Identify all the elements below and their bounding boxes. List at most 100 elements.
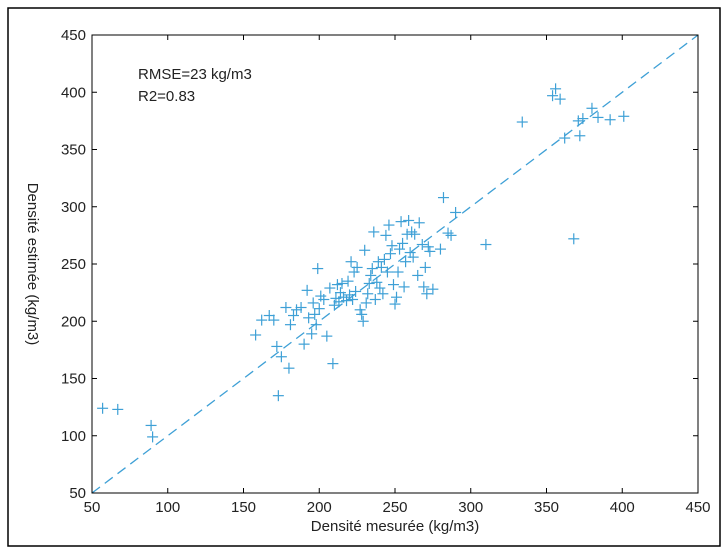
data-point <box>424 245 436 257</box>
data-point <box>422 241 434 253</box>
data-point <box>327 358 339 370</box>
data-point <box>350 285 362 297</box>
data-point <box>427 283 439 295</box>
data-point <box>437 192 449 204</box>
data-point <box>397 237 409 249</box>
data-point <box>419 261 431 273</box>
data-point <box>342 275 354 287</box>
data-point <box>360 297 372 309</box>
data-point <box>312 263 324 275</box>
data-point <box>395 216 407 228</box>
data-point <box>368 226 380 238</box>
data-point <box>256 314 268 326</box>
data-point <box>577 113 589 125</box>
data-point <box>359 244 371 256</box>
data-point <box>145 419 157 431</box>
data-point <box>403 214 415 226</box>
data-point <box>307 297 319 309</box>
x-tick-label: 200 <box>307 499 332 516</box>
data-point <box>618 110 630 122</box>
figure-border <box>7 7 721 547</box>
data-point <box>442 227 454 239</box>
x-tick-label: 300 <box>458 499 483 516</box>
data-point <box>434 243 446 255</box>
data-point <box>413 217 425 229</box>
data-point <box>348 266 360 278</box>
data-point <box>313 303 325 315</box>
data-point <box>554 93 566 105</box>
data-point <box>381 266 393 278</box>
y-tick-label: 400 <box>61 84 86 101</box>
data-point <box>365 269 377 281</box>
y-tick-label: 50 <box>69 485 86 502</box>
data-point <box>592 111 604 123</box>
annotation-r2: R2=0.83 <box>138 88 195 105</box>
x-tick-label: 100 <box>155 499 180 516</box>
data-point <box>389 298 401 310</box>
data-point <box>345 256 357 268</box>
data-point <box>480 239 492 251</box>
fit-line <box>91 34 699 494</box>
data-point <box>550 83 562 95</box>
data-point <box>374 282 386 294</box>
data-point <box>283 362 295 374</box>
data-point <box>377 288 389 300</box>
data-point <box>306 328 318 340</box>
data-point <box>275 351 287 363</box>
data-point <box>351 261 363 273</box>
data-point <box>324 282 336 294</box>
data-point <box>572 115 584 127</box>
data-point <box>421 288 433 300</box>
data-point <box>334 287 346 299</box>
y-tick-label: 200 <box>61 313 86 330</box>
data-point <box>271 340 283 352</box>
data-point <box>291 304 303 316</box>
y-tick-label: 350 <box>61 142 86 159</box>
data-point <box>386 240 398 252</box>
x-tick-label: 450 <box>685 499 710 516</box>
data-point <box>356 308 368 320</box>
y-tick-label: 100 <box>61 428 86 445</box>
data-point <box>263 310 275 322</box>
data-point <box>547 90 559 102</box>
data-point <box>97 402 109 414</box>
data-point <box>586 102 598 114</box>
data-point <box>372 256 384 268</box>
data-point <box>295 302 307 314</box>
x-tick-label: 50 <box>84 499 101 516</box>
data-point <box>378 253 390 265</box>
data-point <box>287 310 299 322</box>
data-point <box>371 276 383 288</box>
y-tick-label: 450 <box>61 27 86 44</box>
data-point <box>369 293 381 305</box>
data-point <box>301 284 313 296</box>
data-point <box>336 277 348 289</box>
data-point <box>321 330 333 342</box>
data-point <box>568 233 580 245</box>
data-point <box>418 281 430 293</box>
data-point <box>284 319 296 331</box>
data-point <box>354 304 366 316</box>
fit-line-group <box>91 34 699 494</box>
data-point <box>387 279 399 291</box>
data-point <box>298 338 310 350</box>
data-point <box>318 293 330 305</box>
data-point <box>391 291 403 303</box>
data-point <box>394 243 406 255</box>
data-point <box>331 279 343 291</box>
data-point <box>362 288 374 300</box>
data-point <box>398 281 410 293</box>
data-point <box>450 206 462 218</box>
data-point <box>347 293 359 305</box>
data-point <box>604 114 616 126</box>
data-point <box>559 132 571 144</box>
annotation-rmse: RMSE=23 kg/m3 <box>138 66 252 83</box>
x-ticks: 50 100 150 200 250 300 350 400 450 <box>84 35 711 516</box>
data-point <box>400 256 412 268</box>
data-point <box>574 130 586 142</box>
data-point <box>416 239 428 251</box>
data-point <box>384 248 396 260</box>
x-axis-label: Densité mesurée (kg/m3) <box>311 518 479 535</box>
data-point <box>404 247 416 259</box>
